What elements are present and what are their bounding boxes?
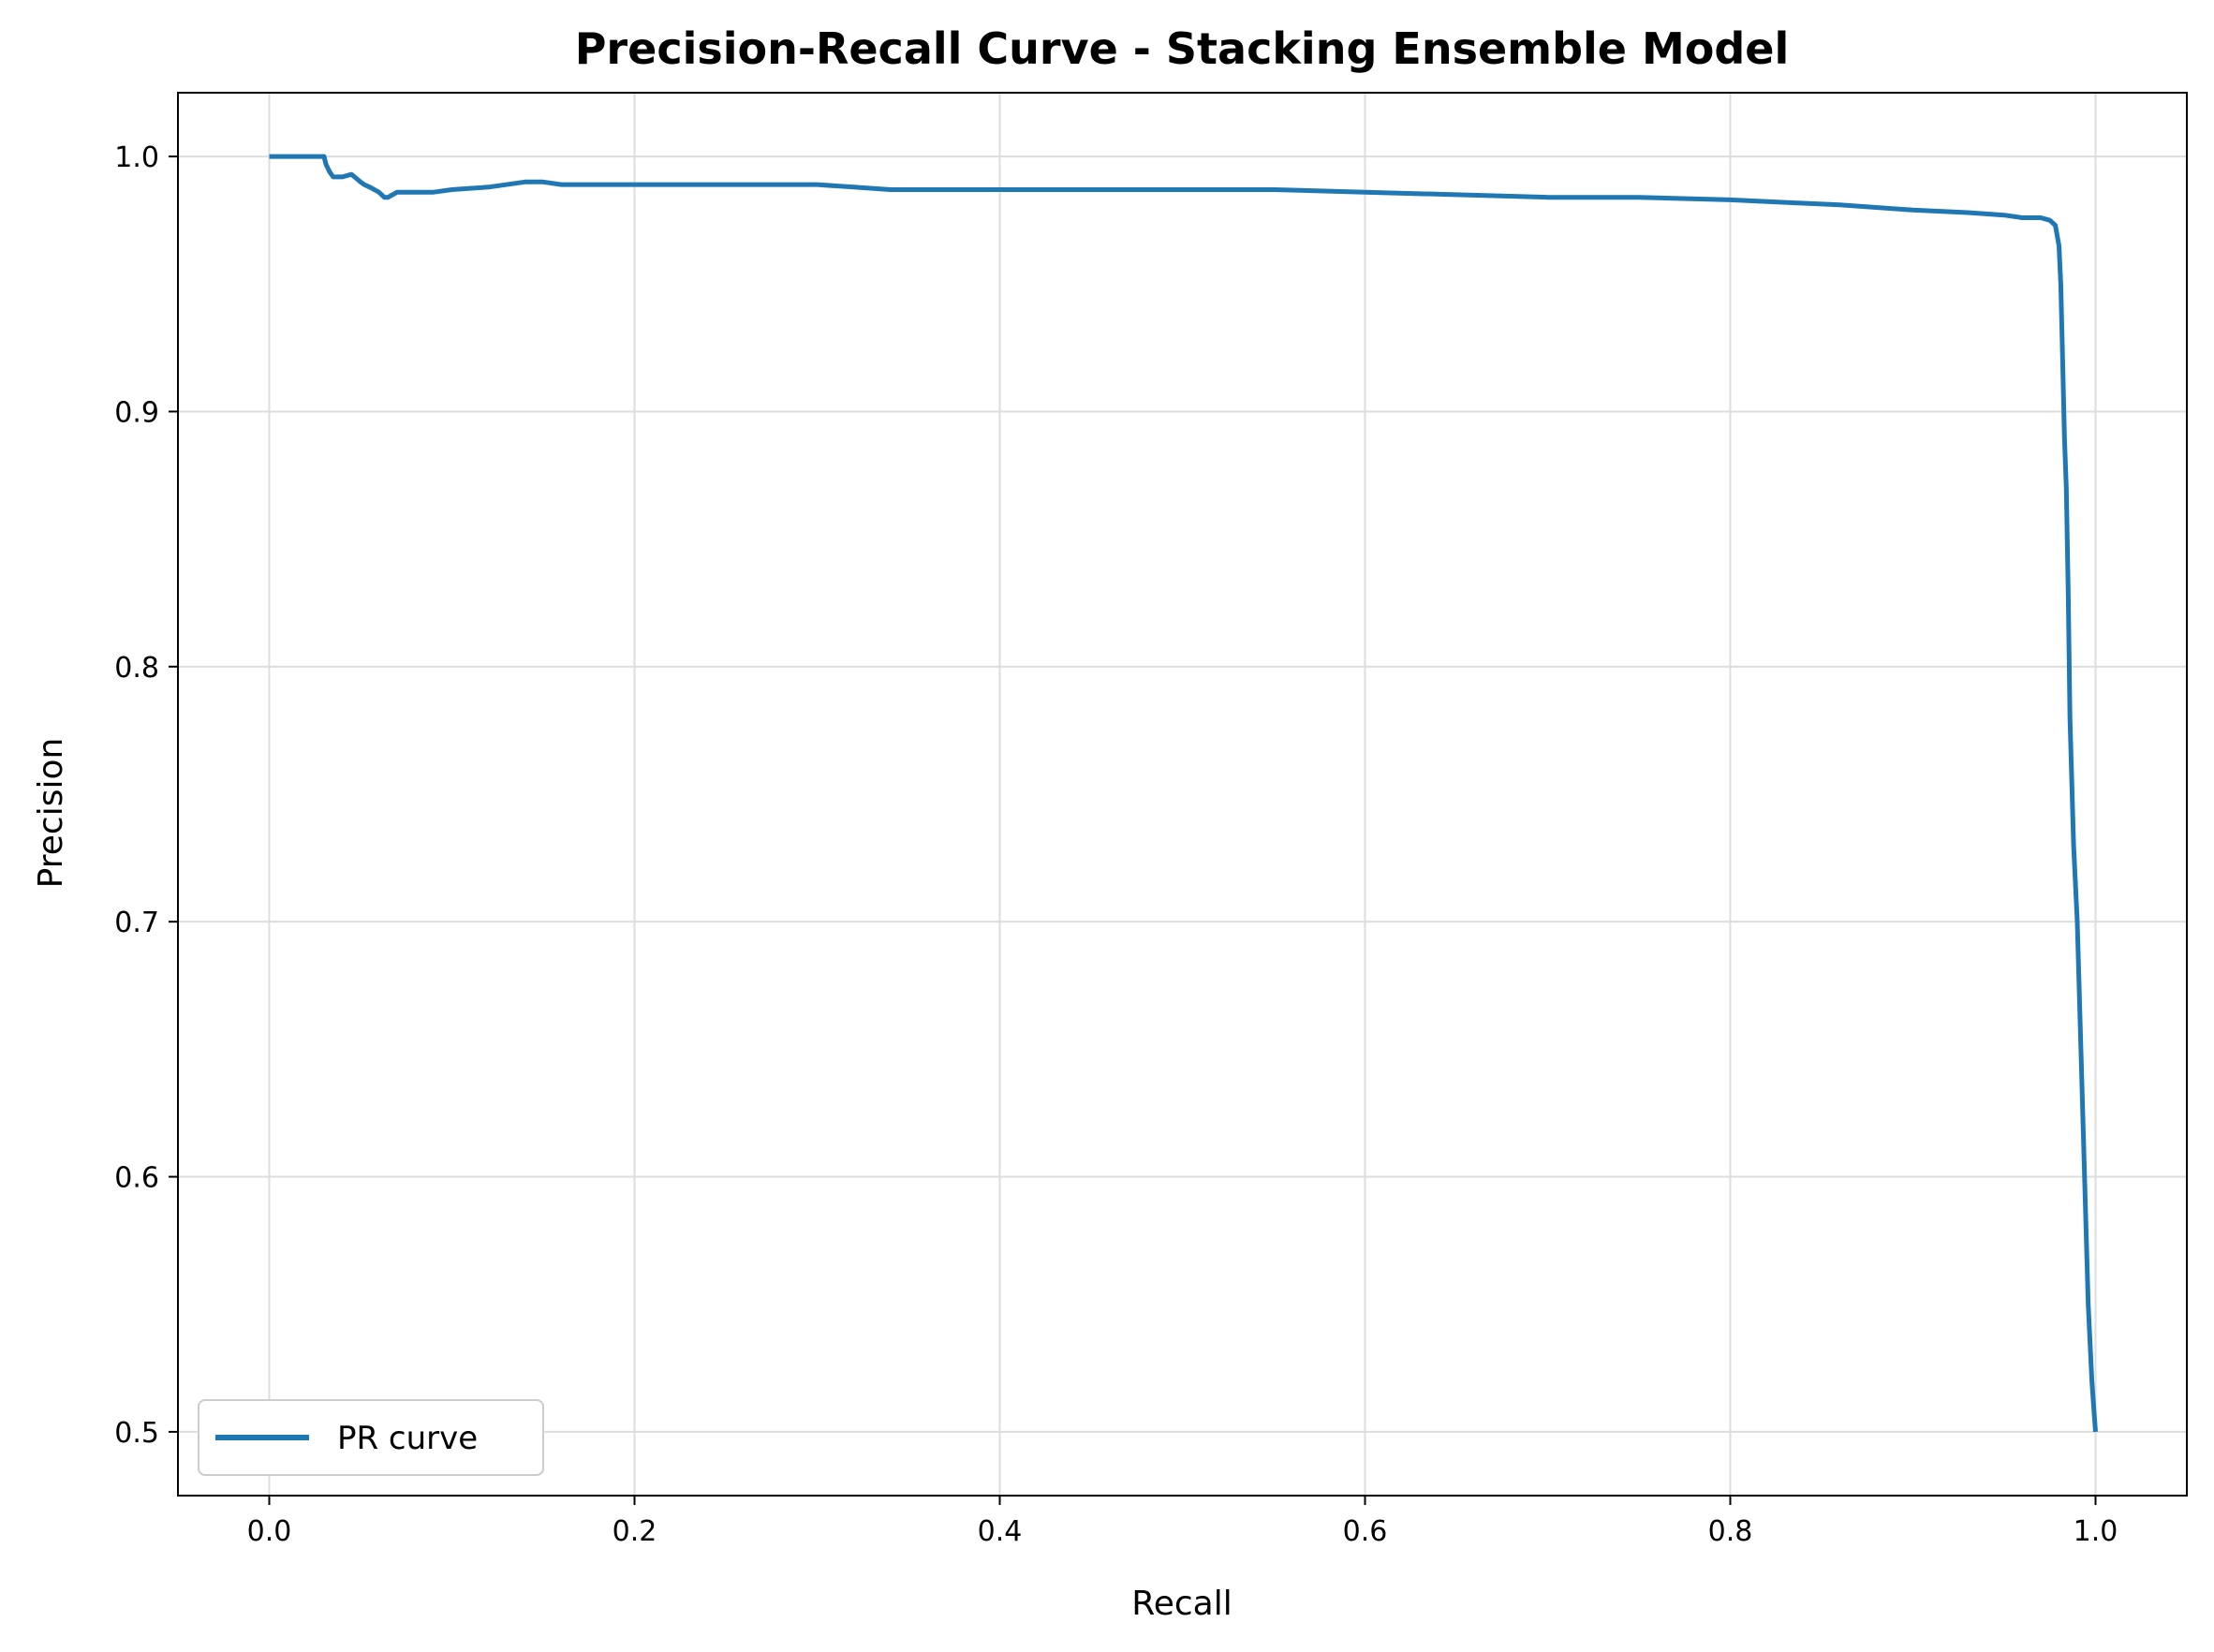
y-tick-label: 0.7 xyxy=(114,907,159,939)
x-tick-label: 0.0 xyxy=(247,1515,292,1548)
ticks: 0.0 0.2 0.4 0.6 0.8 1.0 0.5 0.6 0.7 0.8 0.9 1.0 xyxy=(114,141,2118,1548)
chart-title: Precision-Recall Curve - Stacking Ensemb… xyxy=(575,23,1790,74)
x-tick-label: 0.2 xyxy=(613,1515,657,1548)
x-tick-label: 0.8 xyxy=(1708,1515,1753,1548)
y-tick-label: 0.6 xyxy=(114,1162,159,1195)
series-line-pr-curve xyxy=(269,154,2098,1433)
legend-label-pr-curve: PR curve xyxy=(337,1420,478,1457)
x-tick-label: 0.4 xyxy=(978,1515,1023,1548)
y-tick-label: 1.0 xyxy=(114,141,159,174)
x-tick-label: 1.0 xyxy=(2074,1515,2118,1548)
y-tick-label: 0.8 xyxy=(114,652,159,685)
axes-frame xyxy=(177,92,2188,1497)
x-axis-title: Recall xyxy=(1131,1585,1232,1623)
plot-area xyxy=(269,154,2098,1433)
x-tick-label: 0.6 xyxy=(1343,1515,1388,1548)
legend-box xyxy=(198,1399,544,1476)
legend: PR curve xyxy=(198,1399,544,1476)
y-tick-label: 0.9 xyxy=(114,396,159,429)
grid xyxy=(178,93,2187,1496)
y-tick-label: 0.5 xyxy=(114,1417,159,1450)
y-axis-title: Precision xyxy=(32,738,70,889)
